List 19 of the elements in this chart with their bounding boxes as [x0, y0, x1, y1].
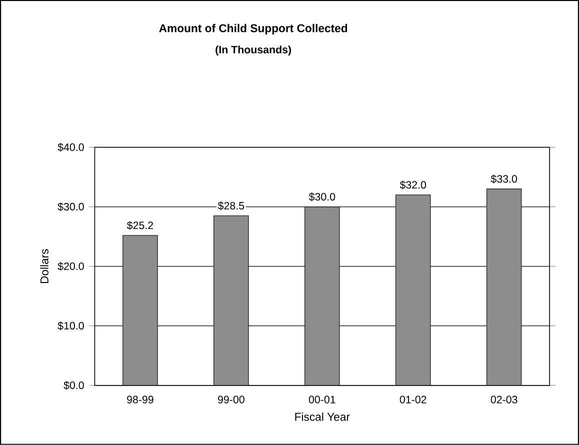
x-axis-title: Fiscal Year — [295, 412, 350, 421]
x-tick-label: 01-02 — [400, 396, 426, 404]
y-axis-title: Dollars — [40, 249, 48, 284]
data-label: $33.0 — [490, 174, 518, 184]
y-tick-label: $10.0 — [58, 322, 84, 330]
y-tick-label: $0.0 — [64, 381, 84, 390]
data-label: $32.0 — [400, 180, 426, 190]
data-label: $28.5 — [218, 202, 244, 210]
chart-title: Amount of Child Support Collected — [159, 24, 348, 35]
data-label: $25.2 — [126, 221, 154, 230]
x-tick-label: 98-99 — [127, 396, 154, 404]
x-tick-label: 00-01 — [308, 396, 336, 404]
y-tick-label: $40.0 — [58, 142, 84, 152]
chart-subtitle: (In Thousands) — [216, 46, 292, 56]
x-tick-label: 99-00 — [218, 396, 244, 404]
y-tick-label: $20.0 — [58, 262, 84, 271]
y-tick-label: $30.0 — [58, 202, 84, 212]
x-tick-label: 02-03 — [490, 396, 518, 404]
data-label: $30.0 — [308, 192, 336, 202]
